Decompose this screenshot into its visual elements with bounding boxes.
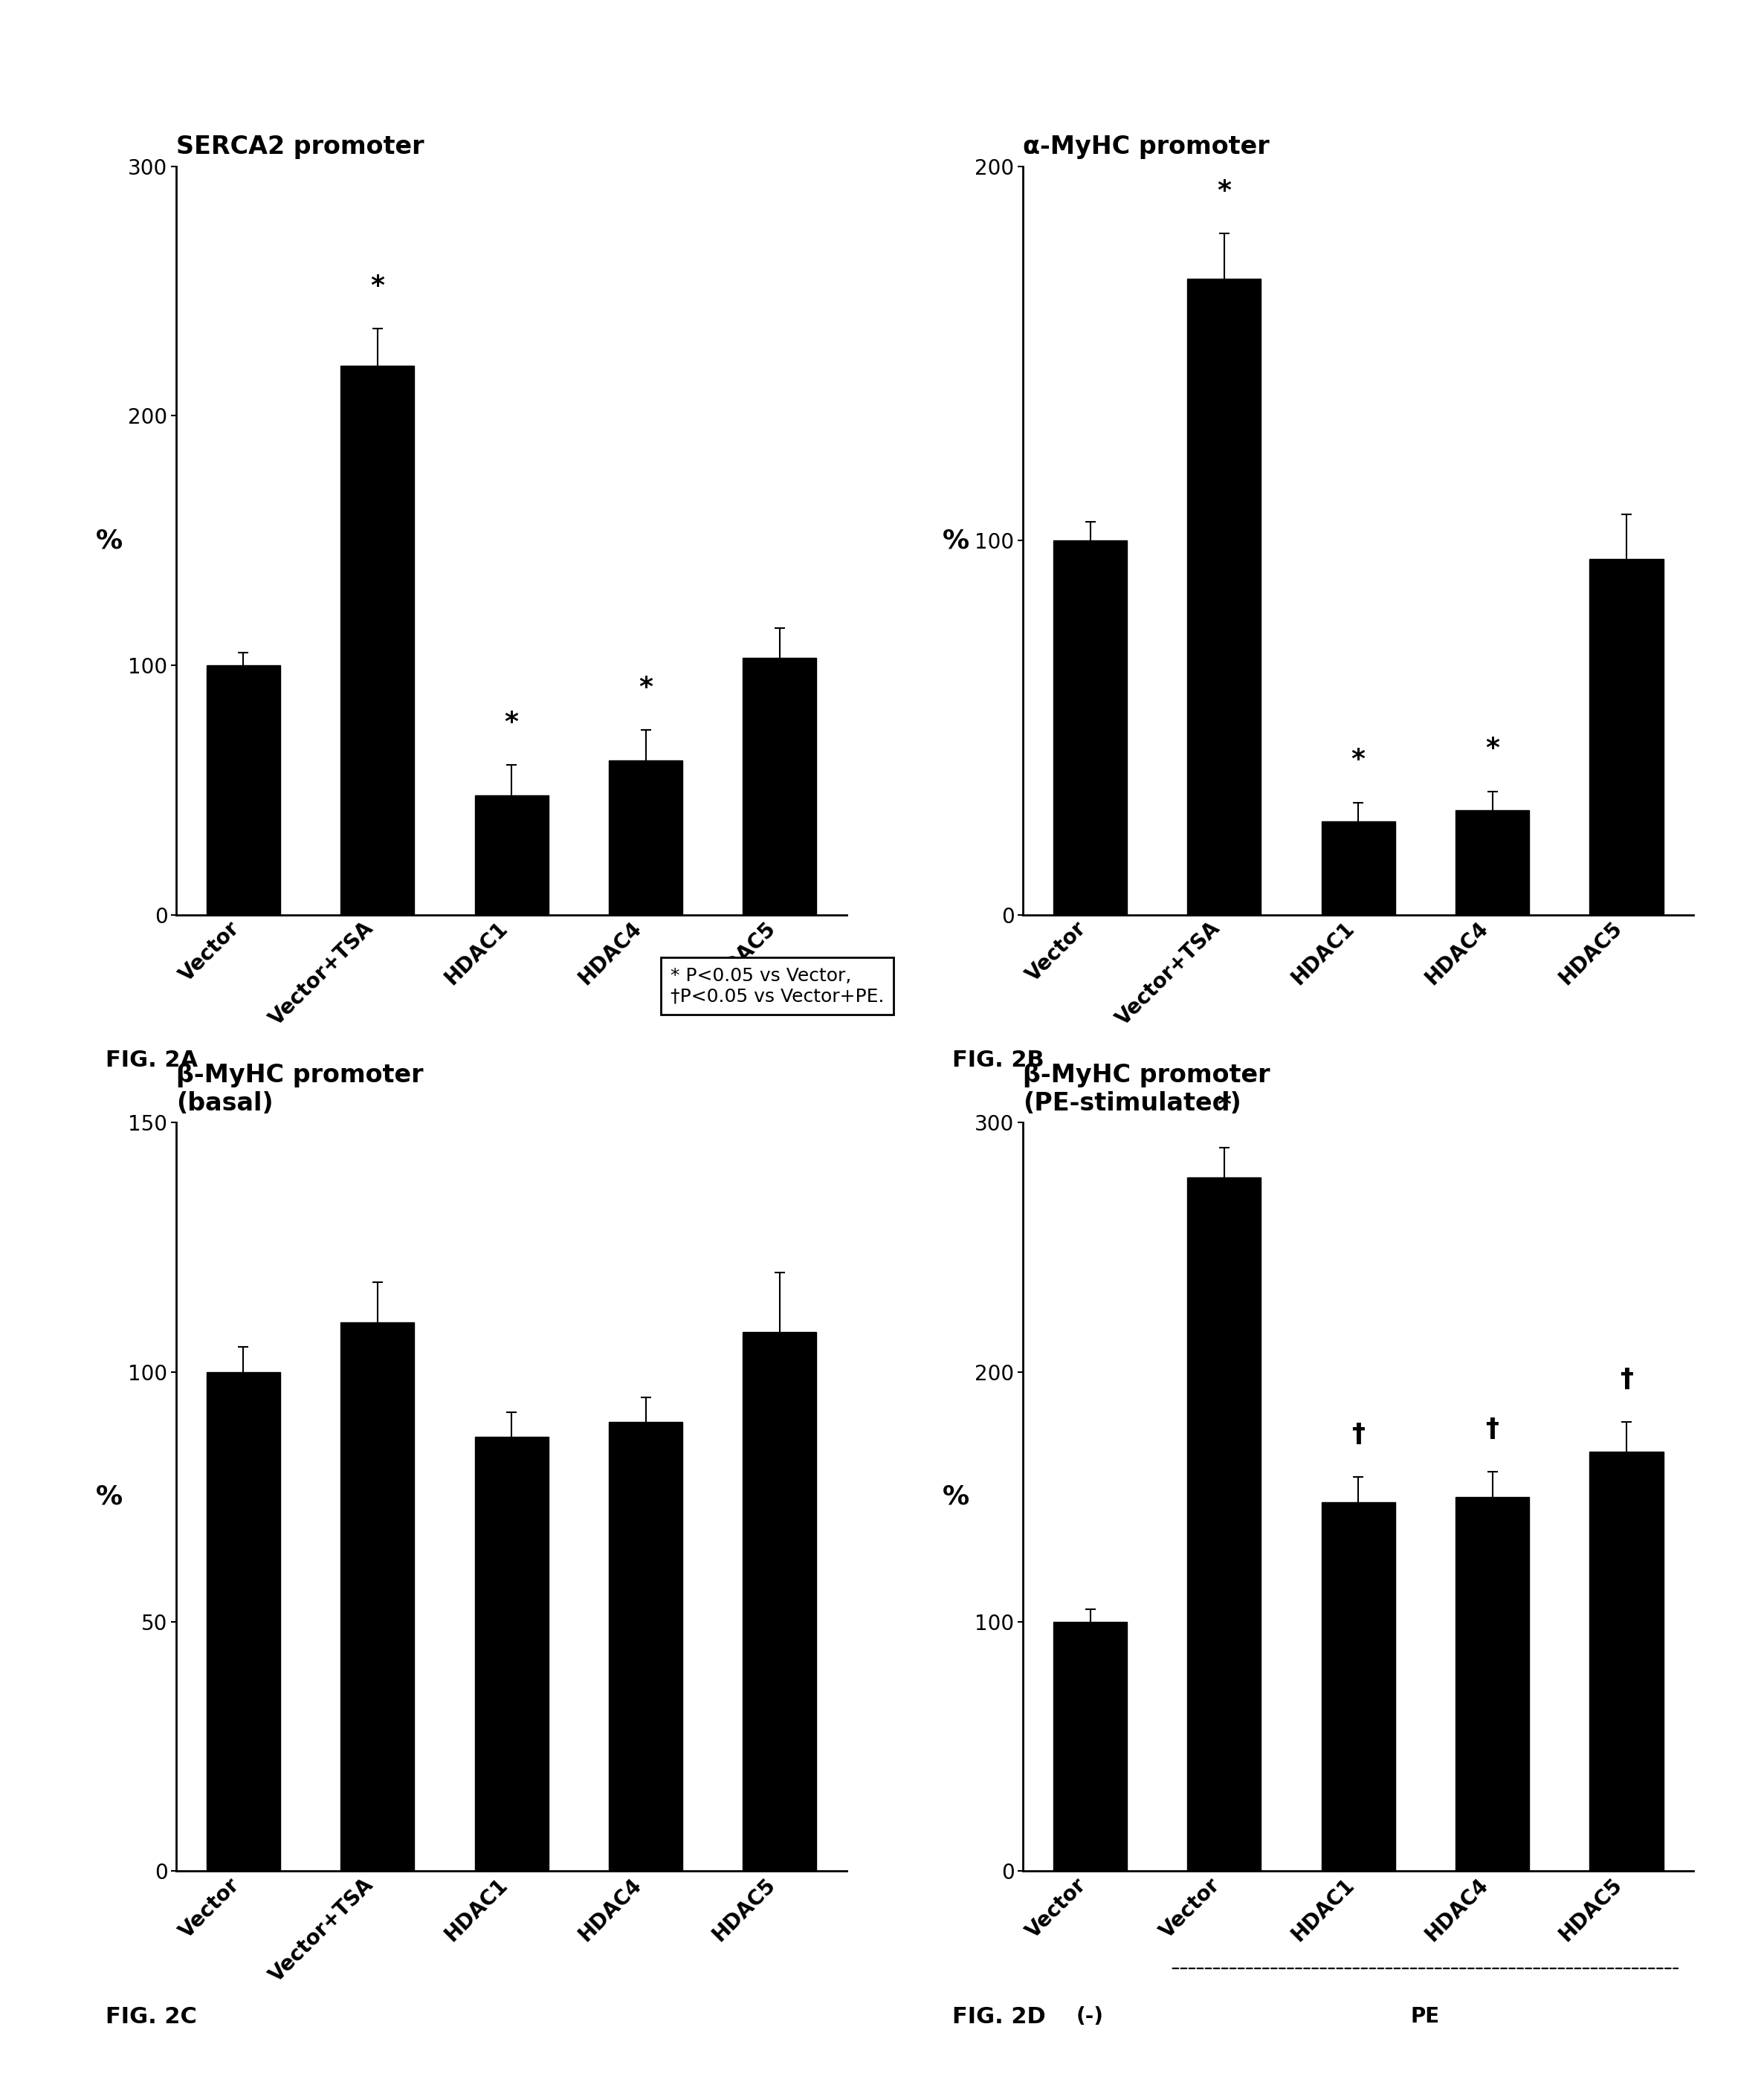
Bar [1053,541,1127,915]
Text: *: * [1351,746,1365,773]
Bar [1455,811,1529,915]
Text: *: * [1217,179,1231,204]
Text: †: † [1485,1416,1499,1443]
Text: SERCA2 promoter: SERCA2 promoter [176,135,425,160]
Bar [1589,1451,1663,1871]
Text: FIG. 2D: FIG. 2D [953,2006,1046,2027]
Y-axis label: %: % [942,528,970,553]
Bar [475,794,549,915]
Bar [609,761,683,915]
Bar [206,1372,280,1871]
Y-axis label: %: % [942,1484,970,1509]
Text: *: * [370,272,385,299]
Bar [743,657,817,915]
Bar [1455,1497,1529,1871]
Bar [1321,1501,1395,1871]
Bar [475,1437,549,1871]
Bar [206,665,280,915]
Bar [1187,1177,1261,1871]
Text: α-MyHC promoter: α-MyHC promoter [1023,135,1270,160]
Text: FIG. 2B: FIG. 2B [953,1050,1044,1071]
Y-axis label: %: % [95,528,123,553]
Bar [1053,1622,1127,1871]
Y-axis label: %: % [95,1484,123,1509]
Text: *: * [639,676,653,701]
Text: PE: PE [1411,2006,1439,2027]
Bar [1321,821,1395,915]
Bar [1187,279,1261,915]
Bar [1589,559,1663,915]
Text: β-MyHC promoter
(PE-stimulated): β-MyHC promoter (PE-stimulated) [1023,1062,1270,1116]
Bar [609,1422,683,1871]
Text: FIG. 2C: FIG. 2C [106,2006,198,2027]
Text: (-): (-) [1076,2006,1104,2027]
Text: *: * [505,709,519,736]
Text: FIG. 2A: FIG. 2A [106,1050,198,1071]
Bar [743,1333,817,1871]
Bar [340,1322,415,1871]
Text: *: * [1485,736,1499,761]
Text: β-MyHC promoter
(basal): β-MyHC promoter (basal) [176,1062,423,1116]
Text: *: * [1217,1091,1231,1119]
Text: †: † [1351,1422,1365,1447]
Bar [340,366,415,915]
Text: †: † [1619,1366,1633,1393]
Text: * P<0.05 vs Vector,
†P<0.05 vs Vector+PE.: * P<0.05 vs Vector, †P<0.05 vs Vector+PE… [670,967,884,1006]
